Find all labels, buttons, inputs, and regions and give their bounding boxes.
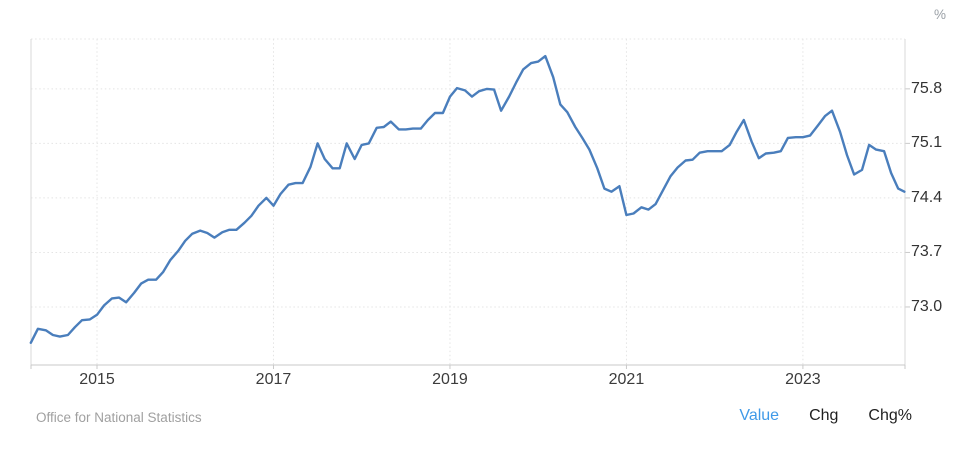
- y-axis-unit-label: %: [933, 7, 946, 22]
- x-axis-tick-label: 2023: [785, 371, 821, 388]
- x-axis-tick-label: 2017: [255, 371, 292, 388]
- tab-value[interactable]: Value: [739, 407, 780, 424]
- y-axis-tick-label: 75.1: [911, 134, 943, 152]
- series-line: [29, 54, 906, 344]
- x-axis-tick-label: 2019: [432, 371, 468, 388]
- y-axis-tick-label: 75.8: [911, 79, 943, 97]
- y-axis-tick-label: 73.7: [911, 243, 943, 261]
- source-attribution: Office for National Statistics: [36, 410, 202, 425]
- tab-chg[interactable]: Chg: [809, 407, 839, 424]
- x-axis-tick-label: 2021: [608, 371, 645, 388]
- tab-chg-percent[interactable]: Chg%: [868, 407, 912, 424]
- y-axis-tick-label: 73.0: [911, 297, 943, 315]
- chart-mode-tabs: Value Chg Chg%: [739, 407, 912, 425]
- x-axis-tick-label: 2015: [79, 371, 115, 388]
- y-axis-tick-label: 74.4: [911, 188, 943, 206]
